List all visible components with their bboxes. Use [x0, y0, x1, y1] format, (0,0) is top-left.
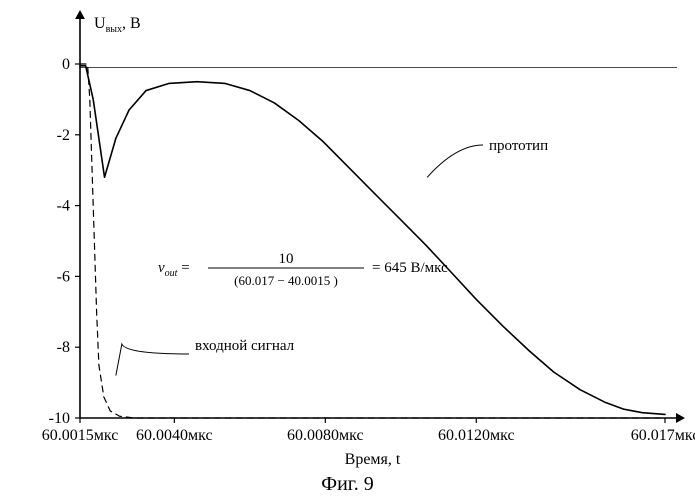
leader-input	[116, 344, 189, 376]
y-axis-arrow	[75, 10, 85, 19]
x-tick-label: 60.0120мкс	[438, 427, 515, 444]
leader-prototype	[427, 145, 483, 177]
x-axis-arrow	[676, 413, 685, 423]
x-tick-label: 60.0040мкс	[136, 427, 213, 444]
x-axis-title: Время, t	[345, 451, 401, 468]
x-tick-label: 60.017мкс	[631, 427, 695, 444]
formula-rhs: = 645 В/мкс	[372, 260, 448, 276]
x-tick-label: 60.0015мкс	[42, 427, 119, 444]
y-tick-label: -2	[57, 127, 70, 144]
figure-caption: Фиг. 9	[321, 473, 373, 495]
label-input: входной сигнал	[195, 338, 295, 354]
series-входной-сигнал	[80, 64, 665, 418]
y-tick-label: 0	[62, 56, 70, 73]
label-prototype: прототип	[489, 138, 548, 154]
y-axis-title: Uвых, В	[94, 15, 141, 35]
series-прототип	[80, 66, 665, 415]
y-tick-label: -10	[49, 410, 70, 427]
x-tick-label: 60.0080мкс	[287, 427, 364, 444]
formula-numerator: 10	[279, 251, 294, 267]
y-tick-label: -4	[57, 198, 70, 215]
y-tick-label: -8	[57, 339, 70, 356]
y-tick-label: -6	[57, 268, 70, 285]
formula-denominator: (60.017 − 40.0015 )	[234, 273, 338, 288]
formula-lhs: νout =	[158, 260, 190, 279]
